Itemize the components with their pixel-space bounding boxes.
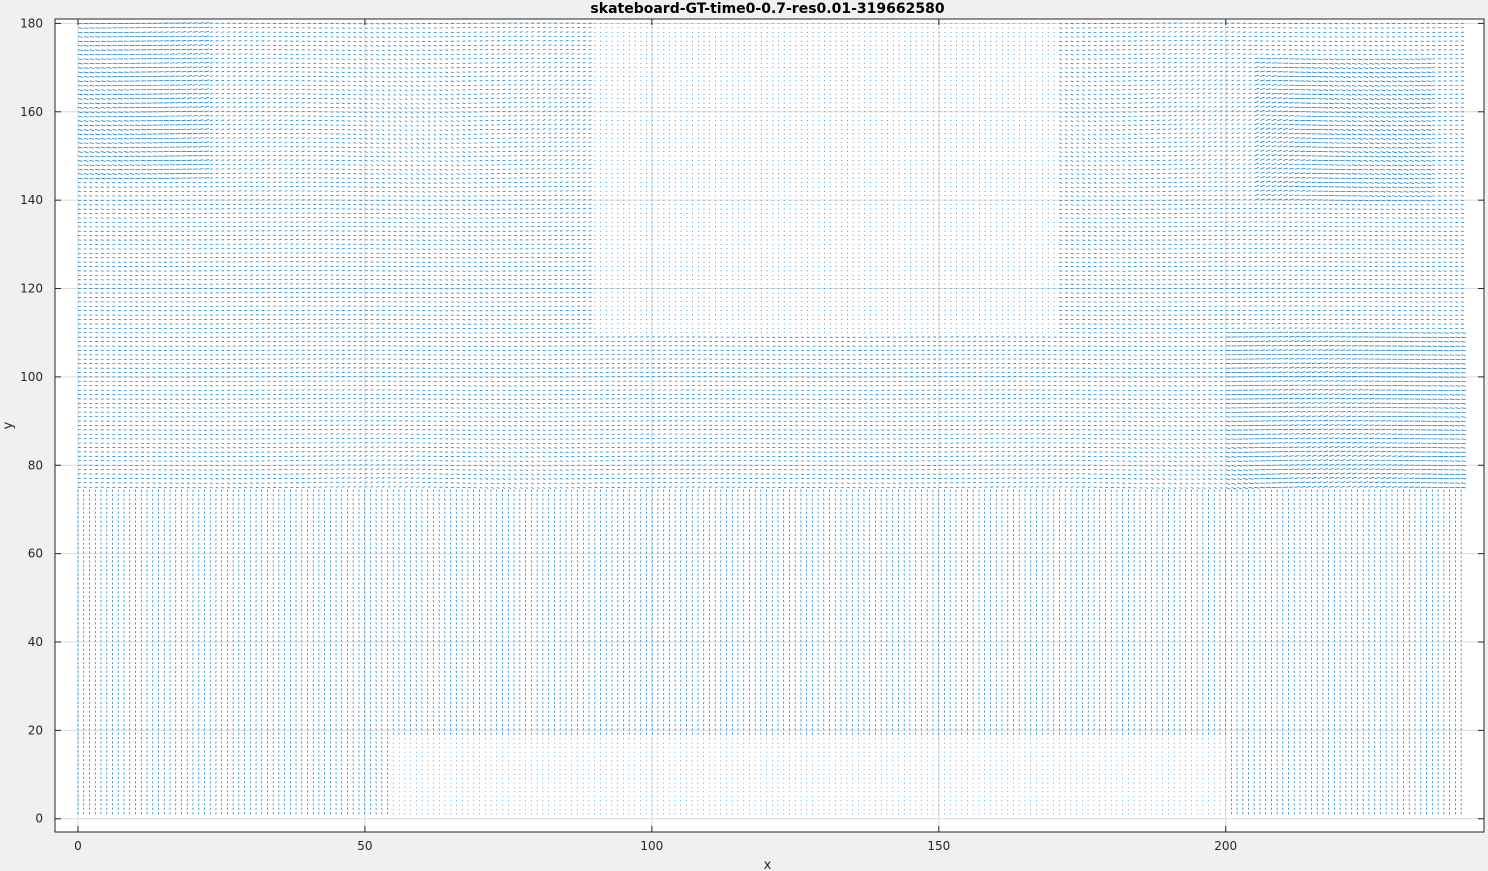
quiver-arrow [124,99,129,100]
quiver-arrow [101,183,104,184]
quiver-arrow [101,54,106,55]
quiver-arrow [130,112,135,113]
quiver-arrow [147,165,152,166]
quiver-arrow [95,46,100,47]
